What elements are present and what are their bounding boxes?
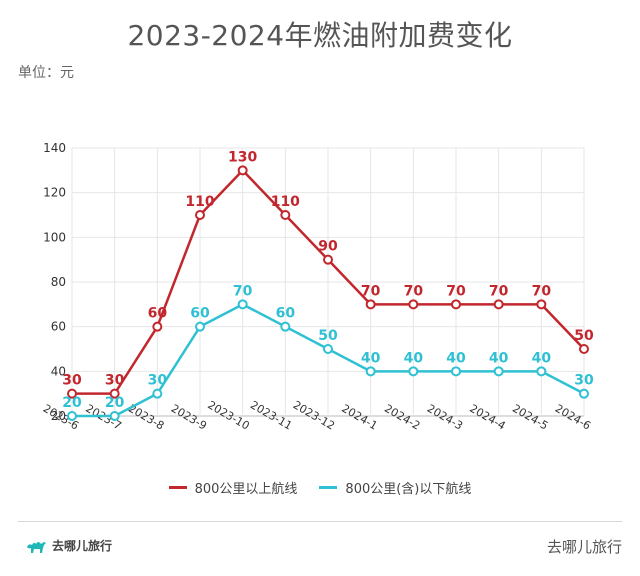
data-point [323, 344, 333, 354]
data-point [408, 299, 419, 310]
data-label: 70 [361, 283, 381, 299]
data-point [67, 388, 77, 399]
data-label: 40 [361, 350, 381, 366]
x-tick-label: 2023-10 [205, 398, 251, 432]
data-point [109, 388, 120, 399]
data-label: 110 [271, 194, 300, 210]
data-point [67, 411, 77, 421]
legend-swatch-short-haul [319, 486, 338, 489]
data-label: 110 [185, 194, 214, 210]
brand-name: 去哪儿旅行 [546, 538, 622, 556]
data-point [579, 388, 589, 399]
data-label: 30 [574, 373, 594, 389]
chart-title: 2023-2024年燃油附加费变化 [127, 19, 513, 52]
data-label: 130 [228, 149, 257, 165]
data-label: 60 [276, 306, 296, 322]
data-label: 70 [489, 283, 509, 299]
legend-label-long-haul: 800公里以上航线 [194, 482, 298, 497]
x-tick-label: 2024-3 [425, 402, 465, 433]
data-point [365, 299, 376, 310]
legend-item-short-haul: 800公里(含)以下航线 [319, 478, 471, 497]
data-label: 70 [233, 283, 253, 299]
data-label: 40 [446, 350, 466, 366]
data-point [237, 165, 248, 176]
data-point [493, 366, 504, 377]
unit-label: 单位：元 [18, 65, 74, 81]
camel-icon [27, 541, 46, 553]
y-tick-label: 140 [43, 141, 66, 155]
data-point [195, 321, 205, 332]
data-label: 60 [148, 306, 168, 322]
data-label: 30 [148, 373, 168, 389]
x-tick-label: 2024-2 [382, 402, 422, 433]
data-label: 50 [574, 328, 594, 344]
x-tick-label: 2024-4 [467, 402, 507, 433]
legend-swatch-long-haul [168, 486, 187, 489]
data-label: 70 [532, 283, 552, 299]
brand-logo: 去哪儿旅行 [26, 537, 112, 554]
data-point [579, 344, 589, 354]
x-tick-label: 2023-9 [169, 402, 209, 433]
data-label: 70 [446, 283, 466, 299]
y-tick-label: 20 [51, 409, 66, 423]
legend-label-short-haul: 800公里(含)以下航线 [345, 482, 472, 497]
data-point [280, 210, 291, 220]
footer-divider [18, 521, 622, 522]
data-label: 40 [404, 350, 424, 366]
data-label: 30 [62, 373, 82, 389]
data-point [365, 366, 376, 377]
data-point [280, 321, 291, 332]
x-tick-label: 2024-5 [510, 402, 550, 433]
data-point [237, 299, 248, 310]
data-label: 40 [489, 350, 509, 366]
data-label: 90 [318, 239, 338, 255]
data-label: 20 [62, 395, 82, 411]
x-tick-label: 2024-1 [339, 402, 379, 433]
y-tick-label: 80 [51, 275, 66, 289]
data-point [152, 388, 163, 399]
data-point [109, 411, 120, 421]
data-label: 30 [105, 373, 125, 389]
data-point [451, 366, 461, 377]
data-point [536, 366, 547, 377]
data-point [536, 299, 547, 310]
data-label: 40 [532, 350, 552, 366]
data-point [493, 299, 504, 310]
data-point [408, 366, 419, 377]
data-point [152, 321, 163, 332]
x-tick-label: 2023-11 [248, 398, 294, 432]
y-tick-label: 40 [51, 364, 66, 378]
data-point [323, 254, 333, 265]
legend: 800公里以上航线 800公里(含)以下航线 [0, 478, 640, 497]
data-label: 20 [105, 395, 125, 411]
data-point [195, 210, 205, 220]
x-tick-label: 2024-6 [553, 402, 593, 433]
x-tick-label: 2023-12 [291, 398, 337, 432]
y-tick-label: 60 [51, 320, 66, 334]
data-point [451, 299, 461, 310]
y-tick-label: 120 [43, 186, 66, 200]
legend-item-long-haul: 800公里以上航线 [168, 478, 298, 497]
brand-logo-text: 去哪儿旅行 [52, 539, 113, 553]
y-tick-label: 100 [43, 230, 66, 244]
data-label: 70 [404, 283, 424, 299]
data-label: 50 [318, 328, 338, 344]
data-label: 60 [190, 306, 210, 322]
